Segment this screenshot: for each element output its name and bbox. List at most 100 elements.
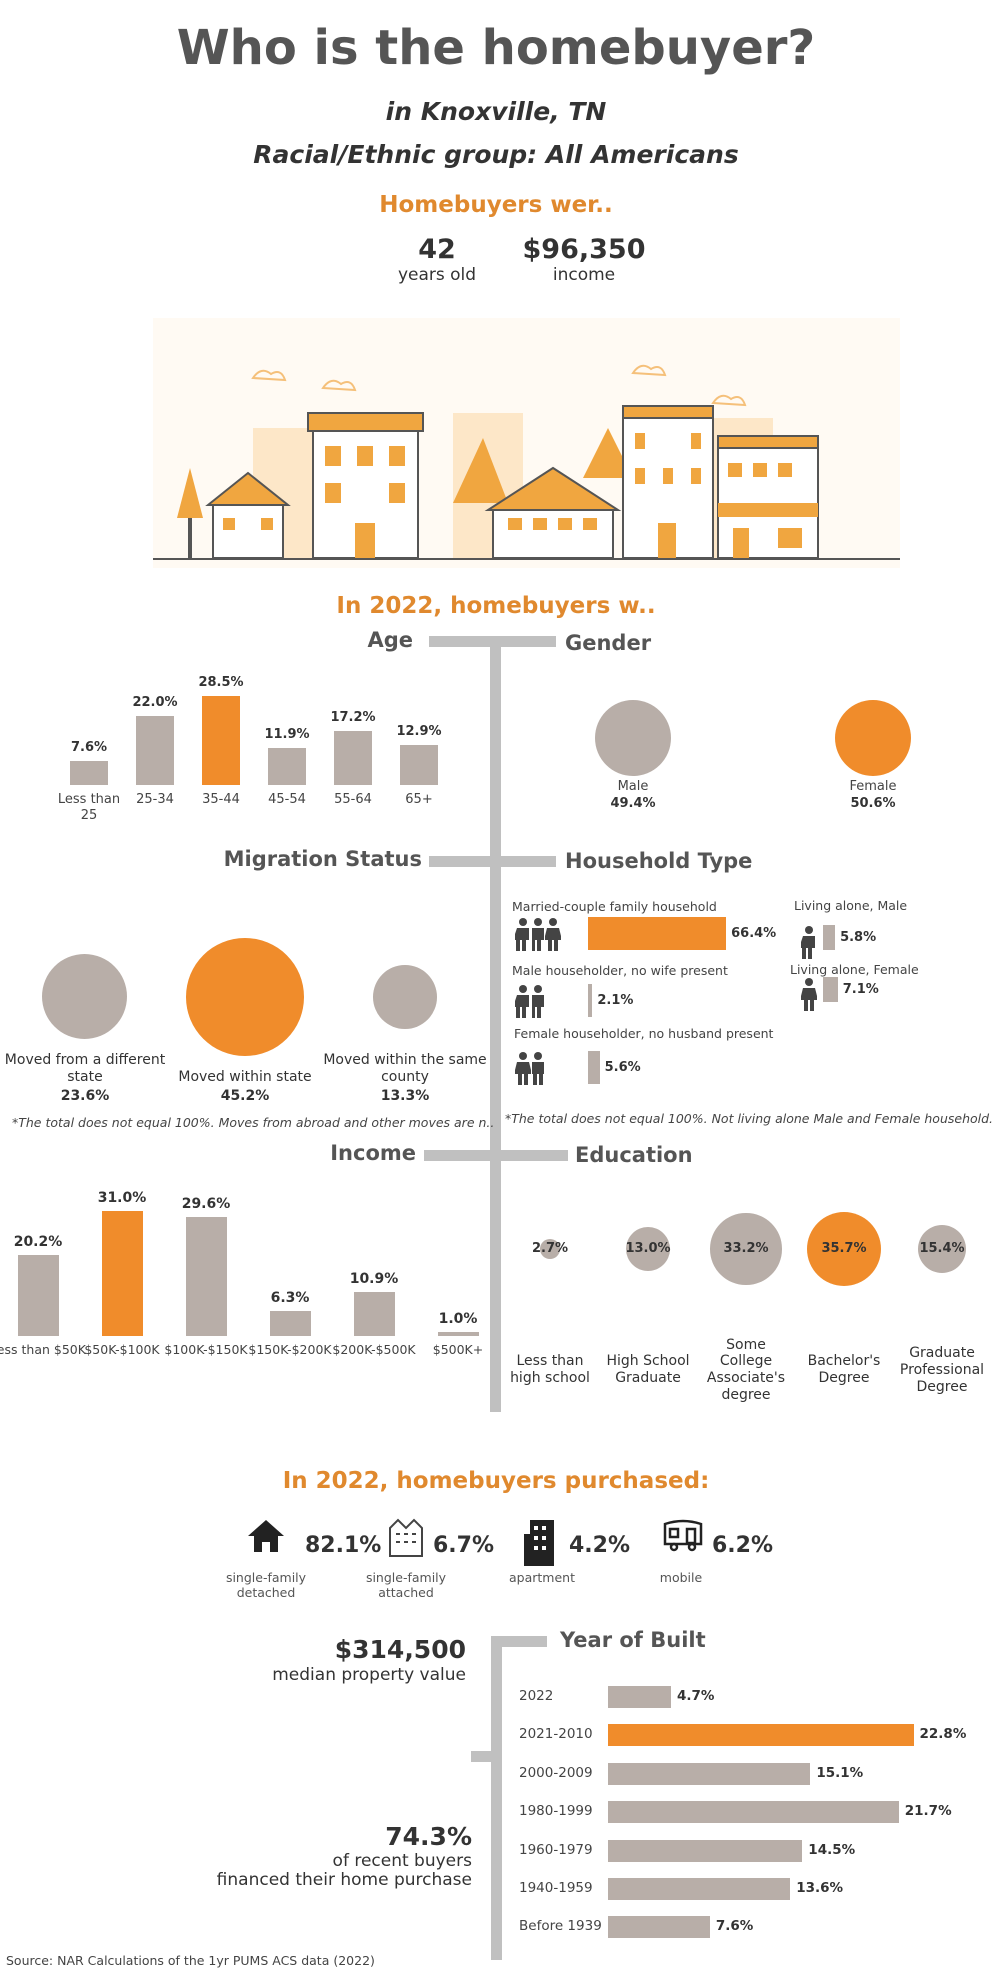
stat-label: income bbox=[552, 265, 616, 285]
bar bbox=[102, 1211, 143, 1336]
circle bbox=[42, 954, 128, 1040]
value-label: 1.0% bbox=[438, 1310, 478, 1327]
divider bbox=[491, 1636, 547, 1647]
section-subtitle: Year of Built bbox=[560, 1628, 706, 1652]
stat-value: 74.3% bbox=[385, 1822, 472, 1851]
value-label: 45.2% bbox=[220, 1088, 270, 1104]
category-label: 2000-2009 bbox=[519, 1764, 593, 1781]
value-label: 2.7% bbox=[531, 1241, 569, 1256]
value-label: 29.6% bbox=[181, 1195, 231, 1212]
property-icon bbox=[246, 1518, 286, 1558]
category-label: Before 1939 bbox=[519, 1918, 602, 1935]
value-label: 22.8% bbox=[919, 1726, 967, 1743]
circle bbox=[373, 965, 437, 1029]
bar bbox=[186, 1216, 227, 1336]
category-label: Moved within state bbox=[178, 1069, 312, 1085]
stat-label: financed their home purchase bbox=[216, 1870, 472, 1890]
stat-value: 42 bbox=[418, 234, 456, 265]
value-label: 14.5% bbox=[808, 1841, 856, 1858]
bar bbox=[608, 1839, 803, 1862]
household-icon bbox=[515, 984, 544, 1018]
value-label: 7.6% bbox=[70, 740, 108, 756]
value-label: 35.7% bbox=[821, 1241, 867, 1256]
bar bbox=[608, 1686, 671, 1708]
value-label: 15.4% bbox=[919, 1241, 965, 1256]
divider bbox=[429, 636, 556, 647]
stat-value: 82.1% bbox=[305, 1533, 382, 1558]
category-label: Female householder, no husband present bbox=[514, 1026, 774, 1041]
bar bbox=[400, 744, 438, 785]
value-label: 21.7% bbox=[904, 1803, 952, 1820]
stat-value: 6.7% bbox=[433, 1533, 495, 1558]
bar bbox=[608, 1801, 899, 1824]
bar bbox=[136, 716, 174, 785]
value-label: 13.3% bbox=[380, 1088, 430, 1104]
value-label: 12.9% bbox=[396, 723, 442, 739]
category-label: 55-64 bbox=[334, 792, 372, 807]
category-label: Married-couple family household bbox=[512, 899, 717, 914]
category-label: Male householder, no wife present bbox=[512, 963, 728, 978]
value-label: 5.6% bbox=[604, 1059, 641, 1075]
section-subtitle: Age bbox=[367, 628, 413, 652]
value-label: 28.5% bbox=[198, 675, 244, 691]
section-heading: In 2022, homebuyers w.. bbox=[336, 593, 656, 619]
category-label: $200K-$500K bbox=[332, 1342, 416, 1357]
section-heading: In 2022, homebuyers purchased: bbox=[282, 1468, 710, 1494]
value-label: 31.0% bbox=[97, 1190, 147, 1207]
bar bbox=[270, 1310, 311, 1336]
bar bbox=[18, 1254, 59, 1336]
value-label: 2.1% bbox=[597, 992, 634, 1008]
source: Source: NAR Calculations of the 1yr PUMS… bbox=[6, 1953, 375, 1968]
stat-value: 6.2% bbox=[712, 1533, 774, 1558]
stat-label: single-family attached bbox=[365, 1570, 447, 1600]
stat-label: of recent buyers bbox=[332, 1851, 472, 1871]
stat-label: single-family detached bbox=[225, 1570, 307, 1600]
section-subtitle: Gender bbox=[565, 631, 652, 655]
value-label: 13.0% bbox=[625, 1241, 671, 1256]
circle bbox=[625, 1226, 671, 1272]
stat-label: years old bbox=[397, 265, 477, 285]
bar bbox=[202, 696, 240, 785]
value-label: 10.9% bbox=[349, 1271, 399, 1288]
property-icon bbox=[386, 1518, 426, 1562]
category-label: Living alone, Female bbox=[790, 962, 919, 977]
circle bbox=[186, 938, 304, 1056]
stat-value: 4.2% bbox=[569, 1533, 631, 1558]
category-label: 1960-1979 bbox=[519, 1841, 593, 1858]
divider bbox=[471, 1751, 493, 1762]
value-label: 7.1% bbox=[842, 981, 879, 997]
bar bbox=[588, 1051, 600, 1084]
stat-label: mobile bbox=[659, 1570, 703, 1585]
property-icon bbox=[661, 1518, 705, 1556]
category-label: 1980-1999 bbox=[519, 1803, 593, 1820]
divider bbox=[490, 636, 501, 1412]
section-subtitle: Income bbox=[330, 1141, 416, 1165]
note: *The total does not equal 100%. Not livi… bbox=[505, 1111, 992, 1126]
divider bbox=[424, 1150, 568, 1161]
value-label: 4.7% bbox=[676, 1688, 715, 1704]
household-icon bbox=[801, 925, 817, 959]
bar bbox=[438, 1331, 479, 1336]
bar bbox=[823, 925, 836, 950]
divider bbox=[491, 1636, 502, 1960]
category-label: $150K-$200K bbox=[248, 1342, 332, 1357]
bar bbox=[268, 747, 306, 785]
category-label: $500K+ bbox=[432, 1342, 484, 1357]
circle bbox=[917, 1224, 967, 1274]
stat-value: $96,350 bbox=[522, 234, 646, 265]
section-subtitle: Migration Status bbox=[223, 847, 422, 871]
circle bbox=[834, 699, 912, 777]
category-label: Some College Associate's degree bbox=[706, 1336, 786, 1403]
town-illustration bbox=[153, 318, 900, 568]
bar bbox=[588, 917, 727, 950]
category-label: High School Graduate bbox=[606, 1353, 690, 1386]
divider bbox=[429, 856, 556, 867]
category-label: 2022 bbox=[519, 1688, 554, 1704]
value-label: 66.4% bbox=[731, 925, 777, 941]
category-label: 25-34 bbox=[136, 792, 174, 807]
category-label: Graduate Professional Degree bbox=[899, 1345, 985, 1395]
category-label: 45-54 bbox=[268, 792, 306, 807]
category-label: 1940-1959 bbox=[519, 1880, 593, 1896]
category-label: Less than 25 bbox=[57, 792, 121, 823]
